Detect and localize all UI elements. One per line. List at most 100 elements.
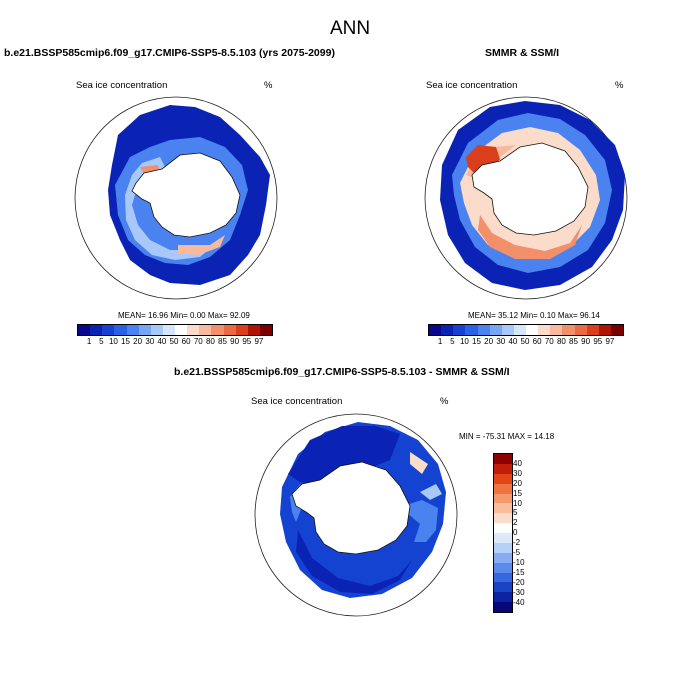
- colorbar-label: 70: [544, 337, 554, 346]
- colorbar-swatch: [90, 325, 103, 335]
- colorbar-swatch: [489, 325, 502, 335]
- colorbar-label: 20: [513, 478, 522, 488]
- colorbar-swatch: [441, 325, 454, 335]
- colorbar-label: 50: [169, 337, 179, 346]
- panel-3-colorbar: [493, 453, 513, 613]
- panel-1-colorbar-labels: 1 5 10 15 20 30 40 50 60 70 80 85 90 95 …: [77, 337, 273, 349]
- colorbar-swatch: [102, 325, 115, 335]
- colorbar-label: 97: [254, 337, 264, 346]
- colorbar-swatch: [494, 454, 512, 464]
- panel-3-title: b.e21.BSSP585cmip6.f09_g17.CMIP6-SSP5-8.…: [174, 366, 510, 378]
- colorbar-label: -30: [513, 587, 525, 597]
- colorbar-label: 70: [193, 337, 203, 346]
- colorbar-label: 1: [86, 337, 92, 346]
- colorbar-label: 90: [230, 337, 240, 346]
- colorbar-label: 95: [242, 337, 252, 346]
- colorbar-swatch: [513, 325, 526, 335]
- panel-3-colorbar-labels: 40 30 20 15 10 5 2 0 -2 -5 -10 -15 -20 -…: [513, 453, 543, 613]
- colorbar-swatch: [494, 592, 512, 603]
- panel-2-stats: MEAN= 35.12 Min= 0.10 Max= 96.14: [468, 311, 600, 320]
- colorbar-label: 50: [520, 337, 530, 346]
- colorbar-swatch: [235, 325, 248, 335]
- colorbar-swatch: [175, 325, 188, 335]
- colorbar-swatch: [494, 582, 512, 593]
- colorbar-swatch: [162, 325, 175, 335]
- colorbar-label: 0: [513, 528, 518, 538]
- colorbar-swatch: [562, 325, 575, 335]
- colorbar-swatch: [494, 562, 512, 573]
- colorbar-label: 60: [181, 337, 191, 346]
- colorbar-label: 15: [121, 337, 130, 346]
- panel-2-title: SMMR & SSM/I: [485, 47, 560, 59]
- colorbar-label: -20: [513, 577, 525, 587]
- colorbar-swatch: [494, 473, 512, 484]
- colorbar-label: 60: [532, 337, 542, 346]
- colorbar-label: 10: [513, 498, 522, 508]
- colorbar-swatch: [494, 493, 512, 504]
- colorbar-label: 85: [218, 337, 227, 346]
- colorbar-label: 10: [459, 337, 469, 346]
- colorbar-label: 2: [513, 518, 518, 528]
- colorbar-label: -40: [513, 597, 525, 607]
- colorbar-swatch: [494, 513, 512, 524]
- colorbar-swatch: [453, 325, 466, 335]
- panel-1-colorbar: [77, 324, 273, 336]
- colorbar-label: 10: [108, 337, 118, 346]
- colorbar-swatch: [138, 325, 151, 335]
- colorbar-label: -2: [513, 538, 521, 548]
- colorbar-label: -5: [513, 548, 521, 557]
- colorbar-swatch: [494, 552, 512, 563]
- panel-3-map: [254, 413, 458, 617]
- colorbar-swatch: [465, 325, 478, 335]
- colorbar-swatch: [247, 325, 260, 335]
- colorbar-label: 40: [157, 337, 167, 346]
- colorbar-label: -15: [513, 567, 525, 577]
- colorbar-swatch: [501, 325, 514, 335]
- colorbar-swatch: [494, 523, 512, 533]
- colorbar-label: 1: [437, 337, 443, 346]
- colorbar-swatch: [494, 483, 512, 494]
- colorbar-label: -10: [513, 557, 525, 567]
- colorbar-label: 85: [569, 337, 578, 346]
- colorbar-swatch: [259, 325, 272, 335]
- colorbar-swatch: [223, 325, 236, 335]
- colorbar-label: 40: [513, 458, 522, 468]
- colorbar-swatch: [598, 325, 611, 335]
- panel-1-title: b.e21.BSSP585cmip6.f09_g17.CMIP6-SSP5-8.…: [4, 47, 335, 59]
- colorbar-label: 15: [472, 337, 481, 346]
- colorbar-swatch: [538, 325, 551, 335]
- colorbar-swatch: [494, 572, 512, 583]
- colorbar-swatch: [586, 325, 599, 335]
- colorbar-swatch: [494, 602, 512, 612]
- colorbar-swatch: [150, 325, 163, 335]
- colorbar-label: 30: [145, 337, 155, 346]
- colorbar-swatch: [550, 325, 563, 335]
- colorbar-label: 90: [581, 337, 591, 346]
- panel-2-colorbar: [428, 324, 624, 336]
- colorbar-swatch: [494, 503, 512, 514]
- panel-1-map: [74, 96, 278, 300]
- colorbar-label: 95: [593, 337, 603, 346]
- colorbar-swatch: [114, 325, 127, 335]
- colorbar-label: 20: [133, 337, 143, 346]
- colorbar-label: 5: [450, 337, 455, 346]
- figure-title: ANN: [329, 18, 371, 39]
- colorbar-swatch: [78, 325, 91, 335]
- panel-3-variable-label: Sea ice concentration: [251, 396, 343, 407]
- panel-1-stats: MEAN= 16.96 Min= 0.00 Max= 92.09: [118, 311, 250, 320]
- panel-2-map: [424, 96, 628, 300]
- colorbar-swatch: [126, 325, 139, 335]
- panel-3-units-label: %: [440, 396, 449, 407]
- colorbar-swatch: [477, 325, 490, 335]
- panel-2-colorbar-labels: 1 5 10 15 20 30 40 50 60 70 80 85 90 95 …: [428, 337, 624, 349]
- panel-1-variable-label: Sea ice concentration: [76, 80, 168, 91]
- panel-2-variable-label: Sea ice concentration: [426, 80, 518, 91]
- panel-3-stats: MIN = -75.31 MAX = 14.18: [459, 432, 555, 441]
- colorbar-swatch: [526, 325, 539, 335]
- colorbar-label: 30: [513, 468, 522, 478]
- colorbar-swatch: [574, 325, 587, 335]
- colorbar-swatch: [199, 325, 212, 335]
- colorbar-label: 97: [605, 337, 615, 346]
- colorbar-label: 40: [508, 337, 518, 346]
- colorbar-swatch: [494, 542, 512, 553]
